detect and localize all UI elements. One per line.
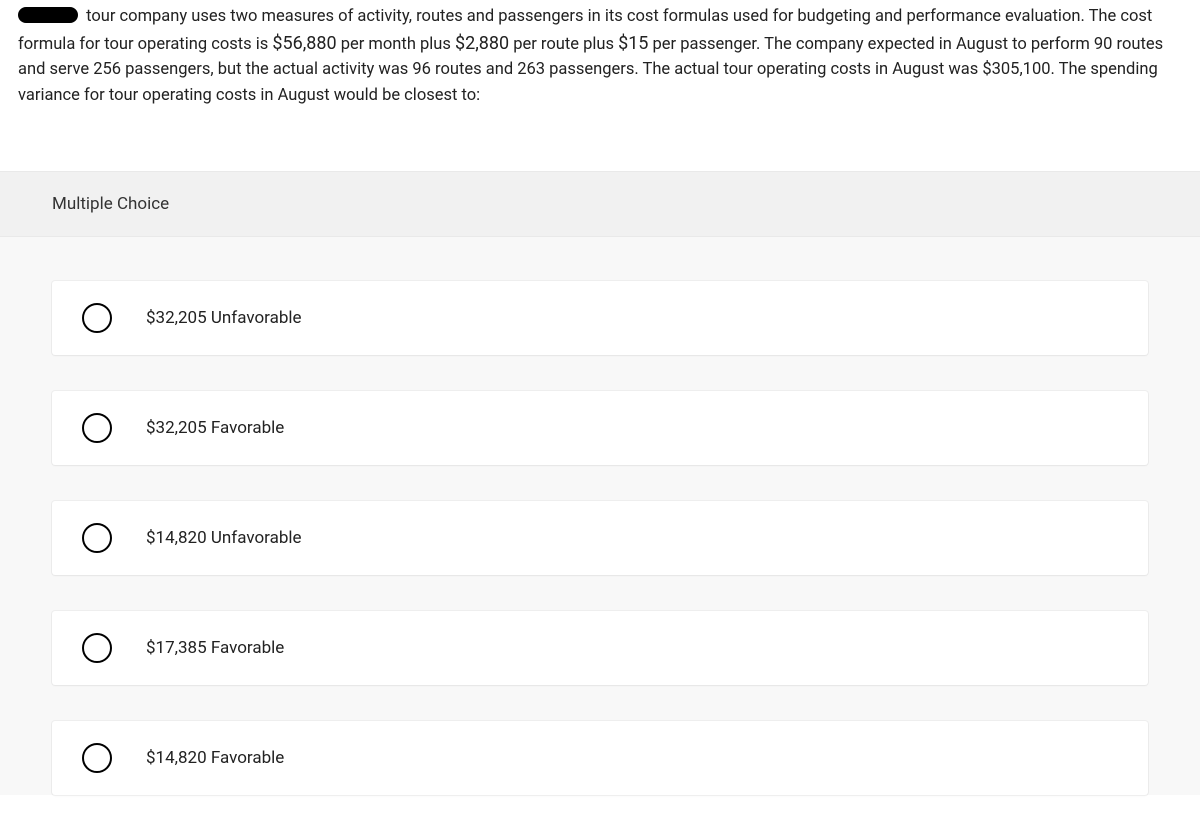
choice-option[interactable]: $32,205 Favorable bbox=[52, 391, 1148, 465]
q-part-2: per month plus bbox=[337, 35, 455, 54]
radio-icon[interactable] bbox=[82, 303, 112, 333]
choice-label: $17,385 Favorable bbox=[146, 638, 284, 658]
question-text: tour company uses two measures of activi… bbox=[18, 7, 1163, 105]
multiple-choice-block: Multiple Choice $32,205 Unfavorable $32,… bbox=[0, 171, 1200, 795]
choices-container: $32,205 Unfavorable $32,205 Favorable $1… bbox=[0, 237, 1200, 795]
q-num-3: $15 bbox=[618, 33, 648, 54]
q-part-3: per route plus bbox=[509, 35, 618, 54]
radio-icon[interactable] bbox=[82, 633, 112, 663]
question-stem: tour company uses two measures of activi… bbox=[0, 0, 1200, 109]
radio-icon[interactable] bbox=[82, 413, 112, 443]
q-num-1: $56,880 bbox=[272, 33, 336, 54]
choice-option[interactable]: $14,820 Favorable bbox=[52, 721, 1148, 795]
radio-icon[interactable] bbox=[82, 743, 112, 773]
choice-label: $14,820 Unfavorable bbox=[146, 528, 302, 548]
q-num-2: $2,880 bbox=[455, 33, 509, 54]
choice-label: $32,205 Favorable bbox=[146, 418, 284, 438]
choice-option[interactable]: $32,205 Unfavorable bbox=[52, 281, 1148, 355]
choice-label: $14,820 Favorable bbox=[146, 748, 284, 768]
choice-option[interactable]: $14,820 Unfavorable bbox=[52, 501, 1148, 575]
multiple-choice-header: Multiple Choice bbox=[0, 171, 1200, 237]
redacted-name bbox=[18, 7, 78, 23]
choice-label: $32,205 Unfavorable bbox=[146, 308, 302, 328]
choice-option[interactable]: $17,385 Favorable bbox=[52, 611, 1148, 685]
radio-icon[interactable] bbox=[82, 523, 112, 553]
